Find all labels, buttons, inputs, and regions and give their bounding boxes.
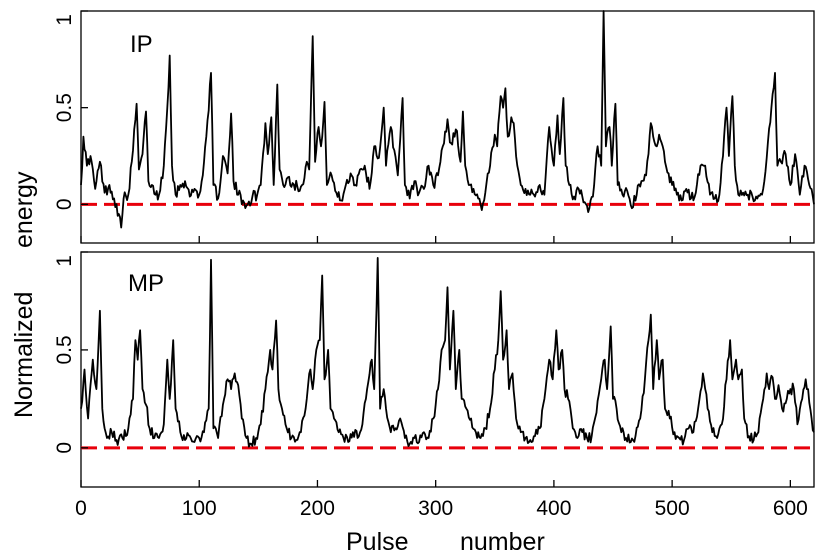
x-axis-label-number: number <box>460 528 545 554</box>
y-tick-label: 1 <box>53 14 76 26</box>
panel-ip-frame <box>80 10 815 244</box>
x-tick-label: 0 <box>75 497 87 520</box>
panel-ip: 00.51 IP <box>53 10 815 244</box>
panel-mp: 00.51 MP <box>53 251 815 488</box>
x-tick-label: 500 <box>655 497 690 520</box>
y-tick-label: 0.5 <box>53 335 76 364</box>
panel-mp-frame <box>80 251 815 488</box>
y-axis-label-energy: energy <box>10 171 38 248</box>
y-tick-label: 0 <box>53 198 76 210</box>
x-axis-ticks: 0 100 200 300 400 500 600 <box>75 236 808 520</box>
x-tick-label: 200 <box>300 497 335 520</box>
x-tick-label: 300 <box>418 497 453 520</box>
x-tick-label: 600 <box>773 497 808 520</box>
y-axis-label-normalized: Normalized <box>10 292 38 418</box>
panel-ip-trace <box>80 10 815 229</box>
x-axis-label-pulse: Pulse <box>346 528 409 554</box>
y-tick-label: 0.5 <box>53 93 76 122</box>
x-tick-label: 400 <box>536 497 571 520</box>
y-tick-label: 1 <box>53 255 76 267</box>
panel-mp-y-ticks: 00.51 <box>53 251 88 454</box>
panel-ip-y-ticks: 00.51 <box>53 10 88 210</box>
panel-ip-label: IP <box>130 31 153 58</box>
panel-mp-label: MP <box>128 270 164 297</box>
x-tick-label: 100 <box>182 497 217 520</box>
panel-mp-trace <box>80 257 815 448</box>
y-tick-label: 0 <box>53 442 76 454</box>
